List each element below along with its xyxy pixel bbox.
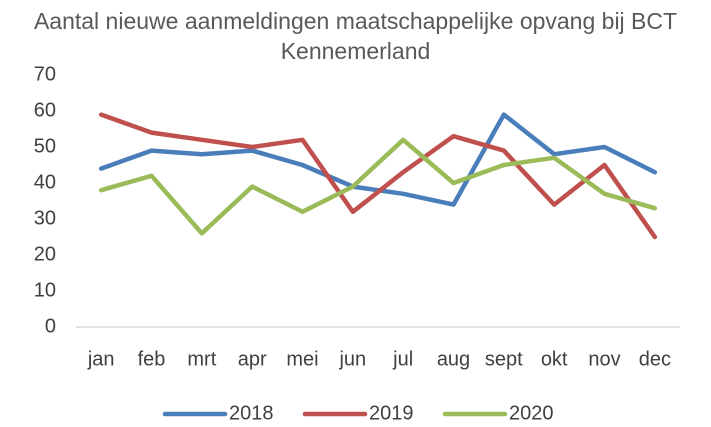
y-tick-label: 50 (34, 135, 56, 157)
x-tick-label: jan (87, 348, 115, 370)
legend-label: 2020 (509, 402, 554, 424)
y-tick-label: 30 (34, 207, 56, 229)
y-tick-label: 70 (34, 63, 56, 85)
x-tick-label: mrt (187, 348, 216, 370)
y-tick-label: 60 (34, 99, 56, 121)
x-tick-label: mei (286, 348, 318, 370)
data-line (98, 112, 658, 240)
y-tick-label: 40 (34, 171, 56, 193)
y-tick-label: 0 (45, 315, 56, 337)
x-tick-label: feb (138, 348, 166, 370)
x-tick-label: jun (338, 348, 366, 370)
x-tick-label: apr (238, 348, 267, 370)
x-tick-label: aug (437, 348, 470, 370)
x-tick-label: jul (392, 348, 413, 370)
data-line (98, 137, 658, 236)
x-tick-label: okt (541, 348, 568, 370)
x-tick-label: dec (639, 348, 671, 370)
x-tick-label: sept (485, 348, 523, 370)
legend-label: 2018 (229, 402, 274, 424)
chart-title: Aantal nieuwe aanmeldingen maatschappeli… (33, 8, 678, 64)
y-tick-label: 20 (34, 243, 56, 265)
y-tick-label: 10 (34, 279, 56, 301)
x-tick-label: nov (588, 348, 620, 370)
legend-label: 2019 (369, 402, 414, 424)
